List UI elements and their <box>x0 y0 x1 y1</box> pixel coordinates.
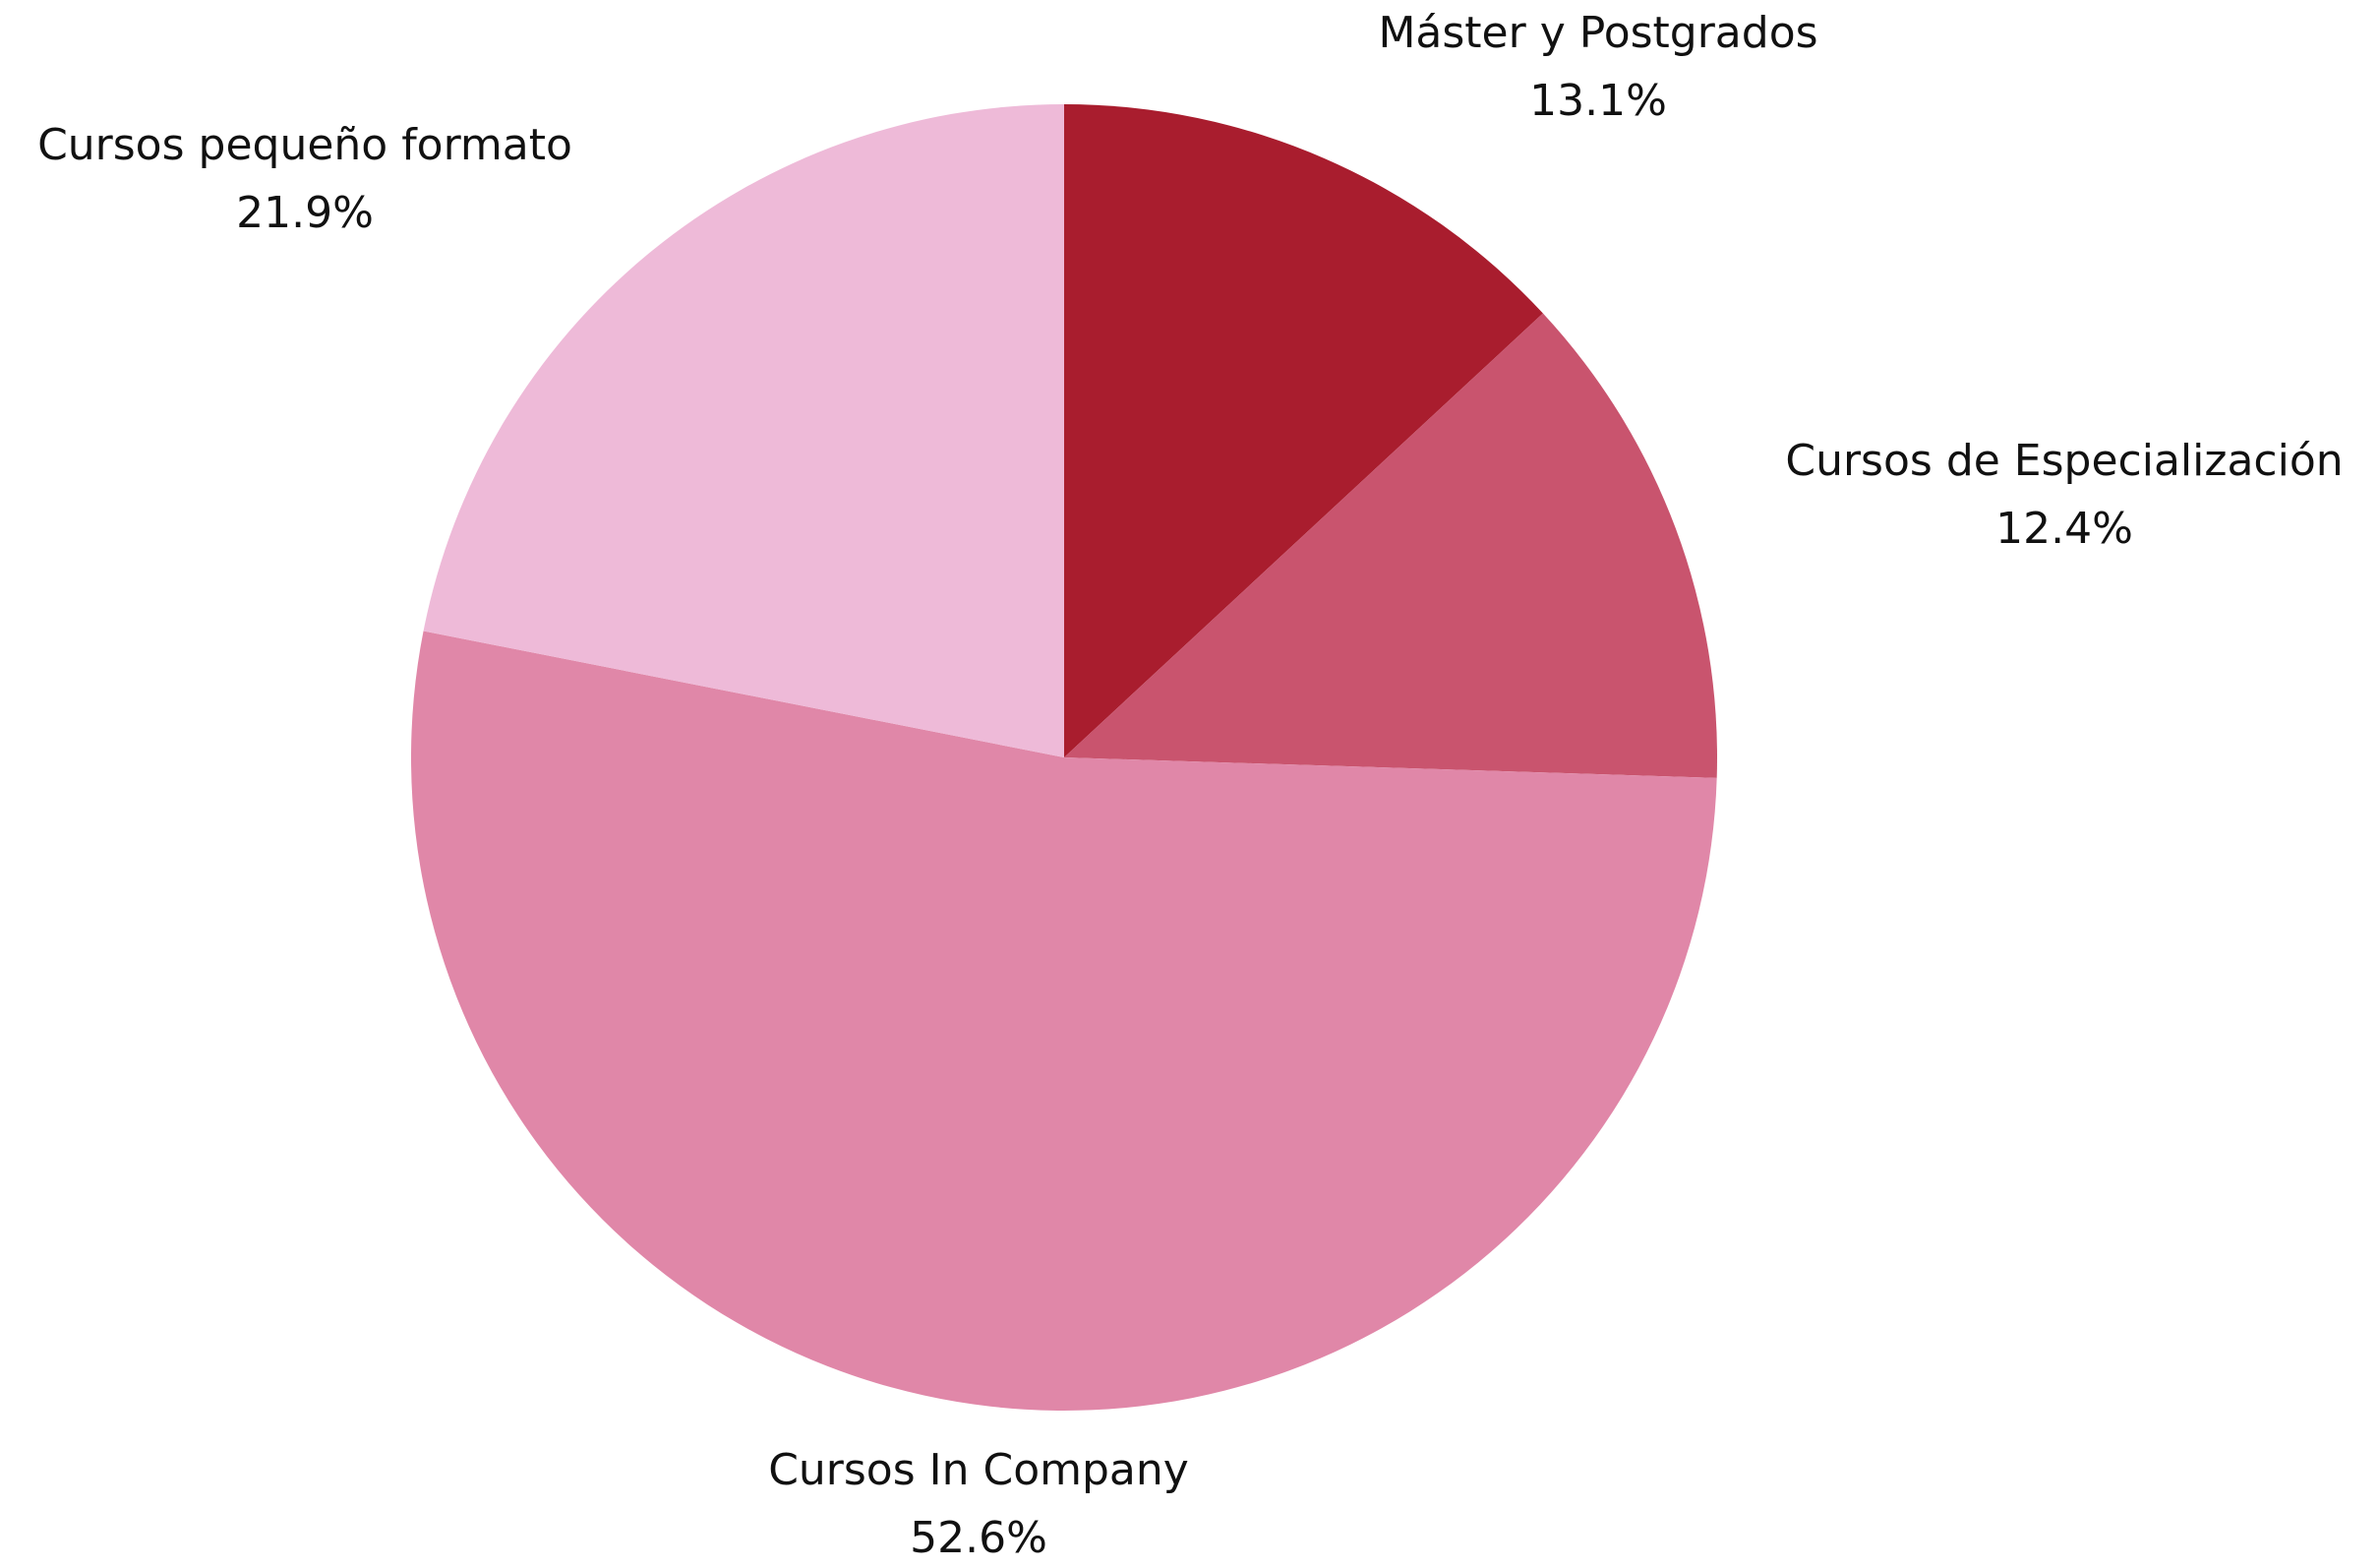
slice-value-label: 12.4% <box>1995 504 2133 554</box>
pie-slice <box>1064 104 1543 757</box>
slice-label: Cursos pequeño formato <box>37 120 572 170</box>
pie-slice <box>1064 313 1717 778</box>
slice-value-label: 21.9% <box>236 188 374 238</box>
pie-slice <box>423 104 1064 757</box>
slice-label: Cursos de Especialización <box>1785 436 2343 486</box>
slice-value-label: 52.6% <box>910 1513 1047 1563</box>
pie-slice <box>410 631 1717 1412</box>
slice-label: Máster y Postgrados <box>1378 8 1817 58</box>
slice-label: Cursos In Company <box>768 1445 1189 1495</box>
slice-value-label: 13.1% <box>1529 76 1667 126</box>
